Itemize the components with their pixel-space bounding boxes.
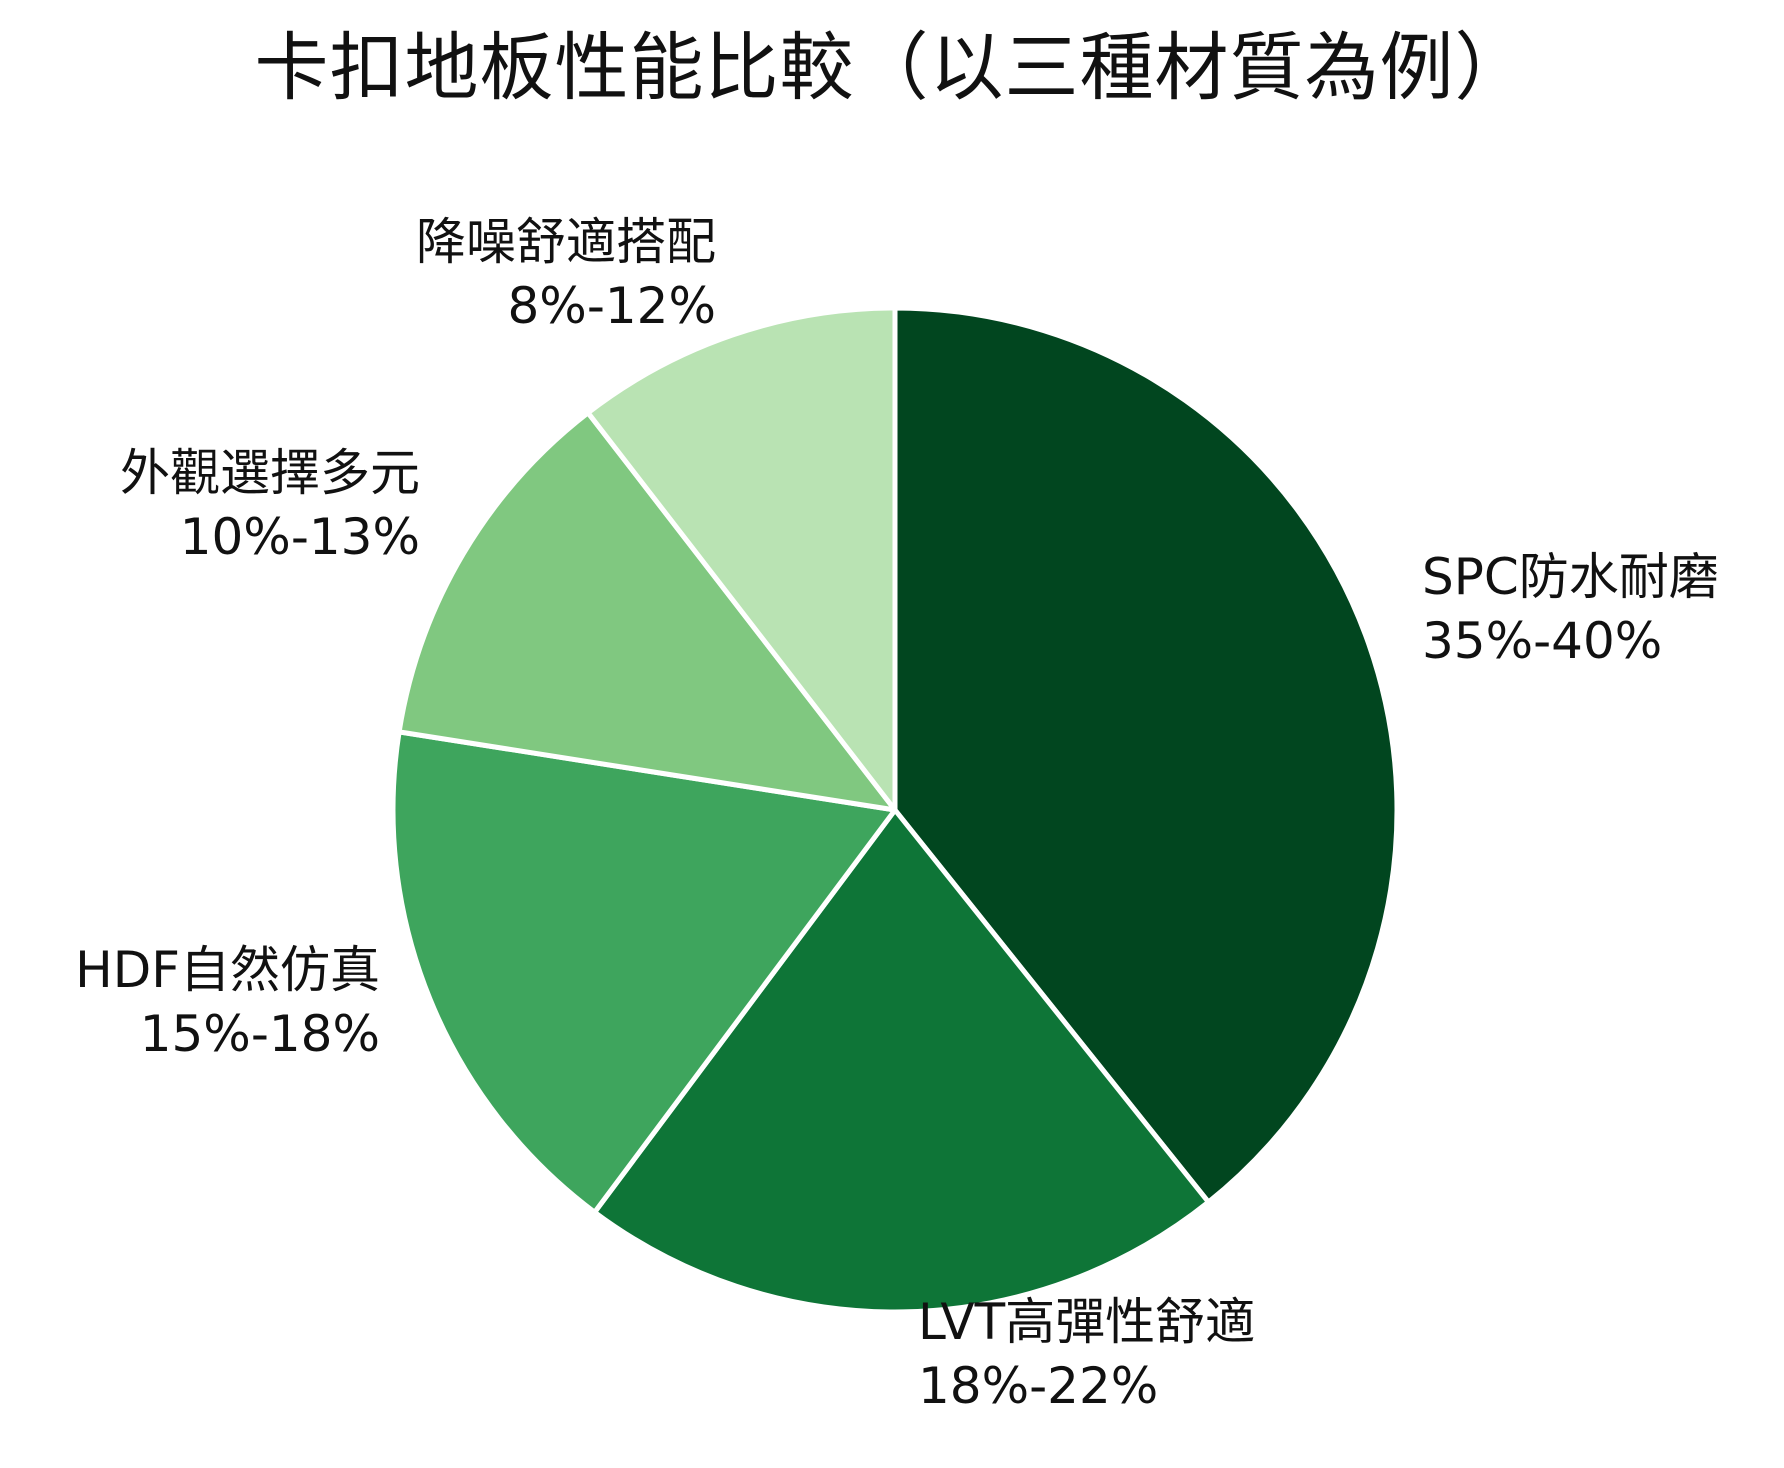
slice-label-spc: SPC防水耐磨 35%-40% [1422, 545, 1719, 673]
pie-slices [390, 305, 1400, 1315]
pie-slice-lvt [592, 807, 1211, 1315]
pie-slice-appearance [396, 410, 898, 813]
slice-label-lvt-range: 18%-22% [918, 1357, 1159, 1415]
slice-label-spc-range: 35%-40% [1422, 612, 1663, 670]
slice-label-noise-range: 8%-12% [507, 277, 717, 335]
slice-label-lvt: LVT高彈性舒適 18%-22% [918, 1290, 1255, 1418]
slice-label-appearance-range: 10%-13% [179, 508, 420, 566]
chart-title: 卡扣地板性能比較（以三種材質為例） [254, 25, 1530, 111]
slice-label-appearance: 外觀選擇多元 10%-13% [120, 441, 420, 569]
pie-slice-spc [892, 305, 1400, 1205]
pie-slice-noise [585, 305, 898, 813]
slice-label-hdf-range: 15%-18% [139, 1005, 380, 1063]
slice-label-appearance-name: 外觀選擇多元 [120, 444, 420, 502]
slice-label-lvt-name: LVT高彈性舒適 [918, 1293, 1256, 1351]
slice-label-hdf: HDF自然仿真 15%-18% [75, 938, 380, 1066]
slice-label-noise-name: 降噪舒適搭配 [416, 213, 716, 271]
pie-slice-hdf [390, 729, 898, 1215]
slice-label-spc-name: SPC防水耐磨 [1422, 548, 1719, 606]
slice-label-hdf-name: HDF自然仿真 [75, 941, 380, 999]
slice-label-noise: 降噪舒適搭配 8%-12% [416, 210, 716, 338]
